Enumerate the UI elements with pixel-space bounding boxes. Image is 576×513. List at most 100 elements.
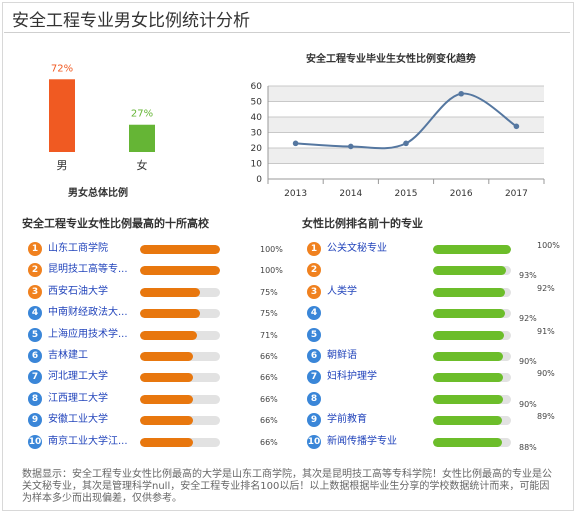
ratio-bar-track	[433, 352, 511, 361]
majors-name-link[interactable]: 学前教育	[327, 414, 367, 426]
trend-data-point	[513, 123, 520, 130]
ratio-bar-track	[433, 394, 511, 404]
colleges-rank-row: 1 山东工商学院 100%	[28, 242, 283, 258]
rank-number-badge: 10	[307, 434, 321, 449]
colleges-rank-row: 5 上海应用技术学... 71%	[28, 327, 280, 344]
colleges-name-link[interactable]: 昆明技工高等专...	[48, 264, 128, 276]
y-tick-label: 40	[251, 113, 263, 123]
colleges-rank-row: 10 南京工业大学江... 66%	[28, 434, 280, 451]
majors-name-link[interactable]: 人类学	[327, 285, 357, 297]
gender-bar-0	[49, 79, 75, 152]
colleges-rank-row: 4 中南财经政法大... 75%	[28, 306, 280, 322]
ratio-bar-fill	[140, 373, 193, 383]
gender-category-label: 女	[137, 158, 148, 172]
colleges-rank-row: 7 河北理工大学 66%	[28, 370, 280, 386]
rank-number-badge: 4	[28, 306, 42, 321]
ratio-bar-fill	[140, 352, 193, 361]
ratio-percent-label: 90%	[519, 399, 537, 409]
ratio-bar-track	[140, 309, 220, 319]
colleges-name-link[interactable]: 中南财经政法大...	[48, 307, 128, 319]
y-tick-label: 30	[251, 129, 263, 139]
majors-section-title: 女性比例排名前十的专业	[302, 217, 423, 230]
majors-rank-row: 7 妇科护理学 90%	[307, 369, 559, 386]
rank-number-badge: 5	[28, 327, 42, 342]
majors-rank-row: 3 人类学 92%	[307, 283, 559, 301]
rank-number-badge: 10	[28, 434, 42, 449]
colleges-name-link[interactable]: 山东工商学院	[48, 243, 108, 254]
ratio-bar-fill	[433, 266, 506, 276]
rank-number-badge: 6	[28, 349, 42, 363]
ratio-percent-label: 75%	[260, 309, 278, 319]
rank-number-badge: 2	[28, 263, 42, 278]
ratio-percent-label: 100%	[260, 266, 283, 276]
rank-number-badge: 5	[307, 327, 321, 342]
majors-rank-row: 4 92%	[307, 306, 559, 324]
ratio-bar-fill	[433, 245, 511, 254]
ratio-percent-label: 90%	[537, 369, 555, 379]
ratio-bar-fill	[433, 437, 502, 447]
majors-rank-row: 10 新闻传播学专业 88%	[307, 434, 559, 452]
ratio-bar-track	[140, 416, 220, 426]
colleges-rank-row: 2 昆明技工高等专... 100%	[28, 263, 283, 279]
x-tick-label: 2015	[395, 189, 418, 199]
gender-bar-value-label: 27%	[131, 109, 153, 120]
ratio-bar-track	[433, 266, 511, 276]
ratio-bar-track	[140, 287, 220, 297]
colleges-name-link[interactable]: 吉林建工	[48, 350, 88, 361]
majors-name-link[interactable]: 新闻传播学专业	[327, 435, 397, 447]
rank-number-badge: 9	[307, 413, 321, 428]
ratio-bar-fill	[433, 309, 505, 319]
ratio-percent-label: 92%	[519, 314, 537, 324]
ratio-bar-track	[140, 373, 220, 383]
ratio-bar-fill	[140, 245, 220, 254]
ratio-bar-track	[140, 266, 220, 276]
colleges-name-link[interactable]: 西安石油大学	[48, 285, 108, 297]
colleges-name-link[interactable]: 江西理工大学	[48, 392, 108, 404]
ratio-bar-fill	[140, 330, 197, 340]
ratio-bar-track	[433, 245, 511, 254]
trend-data-point	[458, 90, 464, 97]
grid-band	[268, 132, 544, 148]
gender-bar-1	[129, 124, 155, 152]
ratio-bar-track	[433, 330, 511, 340]
title-divider	[4, 32, 570, 33]
trend-data-point	[348, 143, 354, 150]
rank-number-badge: 4	[307, 306, 321, 321]
data-note: 数据显示：安全工程专业女性比例最高的大学是山东工商学院，其次是昆明技工高等专科学…	[22, 469, 552, 504]
ratio-percent-label: 92%	[537, 283, 555, 293]
rank-number-badge: 7	[28, 370, 42, 385]
ratio-percent-label: 93%	[519, 271, 537, 281]
colleges-name-link[interactable]: 南京工业大学江...	[48, 435, 128, 447]
ratio-percent-label: 75%	[260, 287, 278, 297]
ratio-bar-fill	[433, 287, 505, 297]
majors-name-link[interactable]: 妇科护理学	[327, 371, 377, 383]
x-tick-label: 2016	[450, 189, 473, 199]
ratio-percent-label: 89%	[537, 412, 555, 422]
y-tick-label: 0	[256, 175, 262, 185]
majors-name-link[interactable]: 公关文秘专业	[327, 243, 387, 254]
colleges-name-link[interactable]: 安徽工业大学	[48, 414, 108, 426]
ratio-percent-label: 88%	[519, 442, 537, 452]
colleges-rank-row: 9 安徽工业大学 66%	[28, 413, 280, 429]
x-tick-label: 2013	[284, 189, 307, 199]
ratio-bar-fill	[433, 330, 504, 340]
ratio-bar-fill	[140, 309, 200, 319]
colleges-name-link[interactable]: 上海应用技术学...	[48, 328, 128, 340]
majors-rank-row: 8 90%	[307, 391, 559, 409]
rank-number-badge: 1	[307, 242, 321, 256]
colleges-name-link[interactable]: 河北理工大学	[48, 371, 108, 383]
rank-number-badge: 1	[28, 242, 42, 256]
majors-rank-row: 6 朝鲜语 90%	[307, 349, 559, 366]
ratio-bar-track	[140, 352, 220, 361]
ratio-percent-label: 100%	[260, 245, 283, 254]
ratio-bar-track	[433, 373, 511, 383]
ratio-bar-fill	[140, 266, 220, 276]
colleges-section-title: 安全工程专业女性比例最高的十所高校	[22, 217, 209, 230]
colleges-rank-row: 8 江西理工大学 66%	[28, 391, 280, 408]
ratio-bar-fill	[140, 437, 193, 447]
ratio-percent-label: 66%	[260, 352, 278, 361]
rank-number-badge: 2	[307, 263, 321, 278]
majors-name-link[interactable]: 朝鲜语	[327, 350, 357, 361]
rank-number-badge: 8	[28, 391, 42, 406]
ratio-bar-track	[433, 437, 511, 447]
